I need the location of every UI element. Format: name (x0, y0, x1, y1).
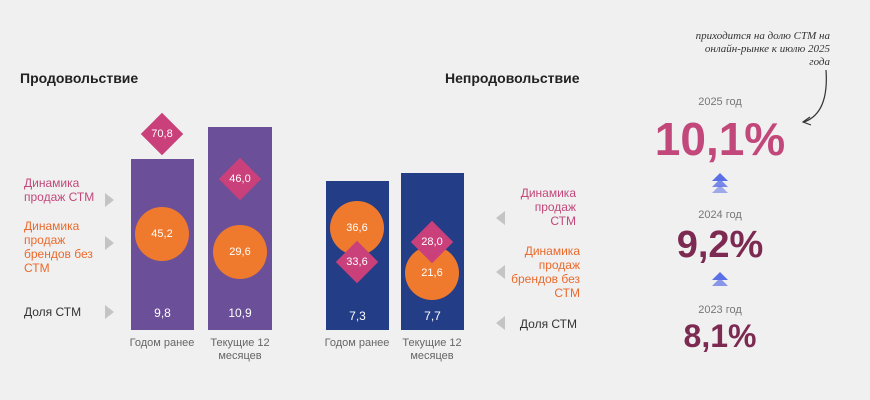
summary-year-2023: 2023 год (698, 304, 742, 316)
nonfood-cat-prev: Годом ранее (324, 337, 390, 349)
food-pointer-share (105, 305, 114, 319)
food-brand-prev-circle: 45,2 (135, 207, 189, 261)
nonfood-share-current: 7,7 (424, 309, 441, 323)
summary-value-2024: 9,2% (676, 224, 764, 266)
nonfood-title: Непродовольствие (445, 70, 580, 86)
nonfood-pointer-share (496, 316, 505, 330)
nonfood-legend-share: Доля СТМ (519, 317, 577, 331)
curved-arrow-icon (801, 69, 827, 126)
food-pointer-brand (105, 236, 114, 250)
nonfood-pointer-stm (496, 211, 505, 225)
nonfood-legend-brand: Динамика продаж брендов без СТМ (511, 244, 580, 300)
nonfood-stm-prev-label: 33,6 (346, 256, 368, 268)
summary-value-2023: 8,1% (683, 318, 757, 354)
nonfood-legend-stm: Динамика продаж СТМ (520, 186, 576, 228)
food-pointer-stm (105, 193, 114, 207)
food-legend-brand: Динамика продаж брендов без СТМ (24, 219, 93, 275)
nonfood-pointer-brand (496, 265, 505, 279)
food-share-current: 10,9 (228, 306, 252, 320)
food-stm-current-label: 46,0 (229, 173, 251, 185)
nonfood-cat-current: Текущие 12 месяцев (402, 337, 462, 362)
summary-year-2024: 2024 год (698, 209, 742, 221)
food-stm-prev-label: 70,8 (151, 128, 173, 140)
nonfood-stm-current-label: 28,0 (421, 236, 443, 248)
food-share-prev: 9,8 (154, 306, 171, 320)
chevron-up-icon (712, 173, 728, 193)
chevron-up-icon (712, 272, 728, 286)
summary-value-2025: 10,1% (654, 113, 786, 165)
nonfood-share-prev: 7,3 (349, 309, 366, 323)
summary-year-2025: 2025 год (698, 96, 742, 108)
food-cat-prev: Годом ранее (129, 337, 195, 349)
food-cat-current: Текущие 12 месяцев (210, 337, 270, 362)
food-title: Продовольствие (20, 70, 139, 86)
food-legend-stm: Динамика продаж СТМ (24, 176, 95, 204)
food-legend-share: Доля СТМ (24, 305, 82, 319)
summary-note: приходится на долю СТМ на онлайн-рынке к… (695, 30, 830, 68)
food-brand-current-circle: 29,6 (213, 225, 267, 279)
